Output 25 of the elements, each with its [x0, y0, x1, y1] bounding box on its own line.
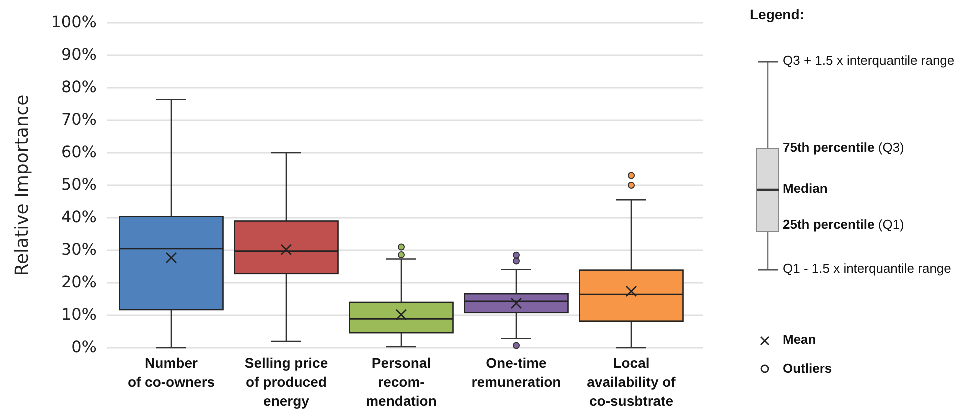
y-tick-label: 60%	[61, 142, 97, 162]
y-tick-label: 40%	[61, 207, 97, 226]
y-tick-label: 80%	[61, 77, 97, 96]
text: Median	[783, 181, 828, 196]
y-tick-label: 70%	[61, 110, 97, 129]
y-tick-label: 90%	[61, 44, 97, 64]
x-tick-label: Local availability of co-susbtrate	[587, 355, 676, 409]
x-tick-label: One-time remuneration	[472, 355, 562, 390]
x-tick-label: Personal recom- mendation	[366, 355, 437, 409]
y-tick-label: 30%	[61, 240, 97, 259]
y-tick-label: 20%	[61, 272, 97, 292]
text: 75th percentile (Q3)	[783, 140, 904, 156]
y-axis-title: Relative Importance	[12, 94, 33, 276]
text: Outliers	[783, 361, 832, 376]
y-tick-label: 50%	[61, 174, 97, 194]
y-tick-label: 10%	[61, 304, 97, 324]
legend-title: Legend:	[750, 6, 804, 23]
text: Q1 - 1.5 x interquantile range	[783, 261, 952, 276]
y-tick-label: 100%	[51, 12, 97, 32]
x-tick-label: Number of co-owners	[128, 355, 216, 390]
text: 25th percentile (Q1)	[783, 217, 904, 232]
x-tick-label: Selling price of produced energy	[244, 355, 328, 409]
text: Q3 + 1.5 x interquantile range	[783, 53, 955, 68]
y-tick-label: 0%	[72, 337, 97, 356]
text: Mean	[783, 332, 816, 348]
